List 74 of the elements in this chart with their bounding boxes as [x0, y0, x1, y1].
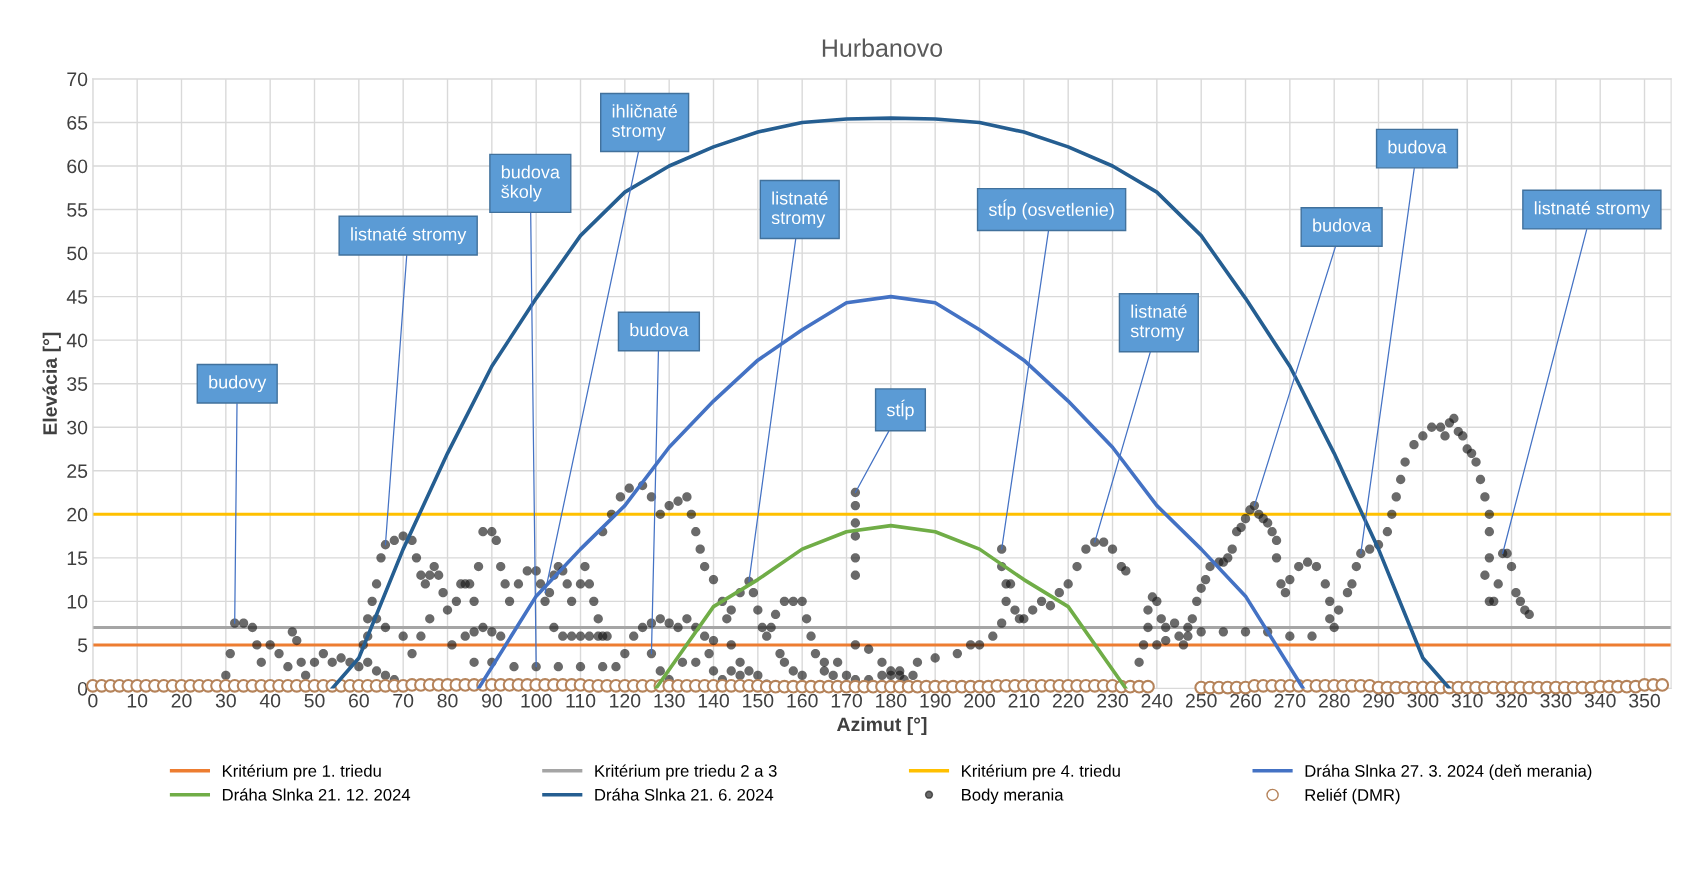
x-tick-label: 180: [876, 693, 907, 708]
x-tick-label: 220: [1052, 693, 1084, 708]
annotation: budovy: [209, 375, 267, 393]
x-tick-label: 320: [1496, 693, 1527, 708]
x-tick-label: 20: [171, 693, 192, 708]
legend-label: Dráha Slnka 21. 6. 2024: [595, 788, 774, 801]
x-tick-label: 40: [259, 693, 281, 708]
annotation: listnaté stromy: [1534, 201, 1651, 219]
x-tick-label: 230: [1097, 693, 1128, 708]
legend-label: Reliéf (DMR): [1305, 788, 1400, 805]
x-tick-label: 350: [1629, 693, 1660, 708]
y-tick-label: 60: [67, 159, 88, 174]
legend-label: Kritérium pre triedu 2 a 3: [595, 764, 777, 781]
annotation: budova: [1313, 218, 1372, 232]
legend-label: Kritérium pre 1. triedu: [222, 764, 381, 781]
legend-label: Dráha Slnka 27. 3. 2024 (deň merania): [1305, 764, 1592, 781]
x-tick-label: 310: [1451, 693, 1483, 708]
x-tick-label: 340: [1584, 693, 1616, 708]
annotation: budova: [1388, 140, 1447, 154]
x-tick-label: 330: [1540, 693, 1572, 708]
x-tick-label: 110: [566, 693, 596, 708]
x-tick-label: 120: [610, 693, 641, 708]
y-tick-label: 65: [67, 115, 88, 130]
y-tick-label: 50: [67, 246, 88, 261]
x-axis-title: Azimut [°]: [837, 716, 927, 736]
x-tick-label: 10: [127, 693, 148, 708]
x-tick-label: 70: [393, 693, 414, 708]
annotation: listnaté stromy: [351, 227, 467, 245]
x-tick-label: 50: [304, 693, 325, 708]
y-tick-label: 25: [67, 464, 88, 478]
y-tick-label: 15: [67, 551, 88, 566]
x-tick-label: 190: [920, 693, 951, 708]
x-tick-label: 90: [481, 693, 502, 708]
x-tick-label: 0: [88, 693, 98, 708]
y-tick-label: 40: [66, 333, 88, 348]
x-tick-label: 150: [743, 693, 774, 708]
y-tick-label: 5: [77, 638, 88, 653]
x-tick-label: 130: [654, 693, 685, 708]
x-tick-label: 270: [1274, 693, 1306, 708]
x-tick-label: 80: [437, 693, 458, 708]
x-tick-label: 60: [349, 693, 369, 708]
y-tick-label: 55: [67, 203, 88, 217]
chart-title: Hurbanovo: [822, 38, 943, 57]
annotation: budova školy: [501, 165, 560, 202]
legend-label: Body merania: [962, 788, 1064, 804]
x-tick-label: 240: [1141, 693, 1173, 708]
legend-label: Dráha Slnka 21. 12. 2024: [222, 788, 411, 801]
y-tick-label: 10: [67, 594, 88, 609]
y-tick-label: 0: [77, 681, 88, 696]
y-tick-label: 30: [67, 420, 88, 435]
annotation: stĺp: [886, 399, 914, 420]
y-axis-title: Elevácia [°]: [42, 332, 61, 435]
x-tick-label: 260: [1230, 693, 1261, 708]
x-tick-label: 250: [1185, 693, 1217, 708]
x-tick-label: 280: [1318, 693, 1350, 708]
x-tick-label: 160: [787, 693, 818, 708]
annotation: listnaté stromy: [771, 191, 828, 228]
x-tick-label: 140: [698, 693, 729, 708]
x-tick-label: 170: [831, 693, 862, 708]
y-tick-label: 45: [66, 290, 88, 304]
annotation: listnaté stromy: [1130, 304, 1187, 341]
x-tick-label: 100: [521, 693, 552, 708]
y-tick-label: 35: [67, 377, 88, 391]
annotation: ihličnaté stromy: [612, 104, 677, 141]
x-tick-label: 210: [1008, 693, 1040, 708]
x-tick-label: 200: [964, 693, 995, 708]
x-tick-label: 300: [1407, 693, 1439, 708]
x-tick-label: 30: [215, 693, 236, 708]
annotation: budova: [630, 323, 689, 337]
x-tick-label: 290: [1363, 693, 1394, 708]
y-tick-label: 20: [67, 507, 88, 522]
legend-label: Kritérium pre 4. triedu: [962, 764, 1120, 781]
y-tick-label: 70: [67, 72, 88, 87]
annotation: stĺp (osvetlenie): [988, 199, 1114, 220]
